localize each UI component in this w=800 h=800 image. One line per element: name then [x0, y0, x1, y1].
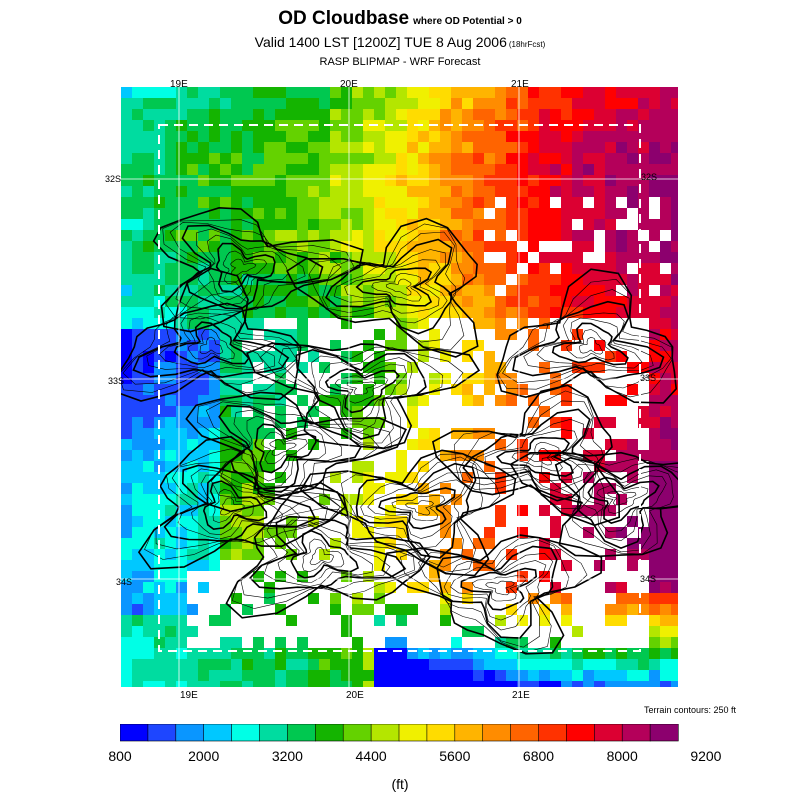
- color-swatch: [315, 724, 344, 742]
- color-swatch: [231, 724, 261, 742]
- lon-tick-top-20e: 20E: [340, 79, 358, 90]
- color-legend-label: 8000: [606, 748, 638, 764]
- color-swatch: [120, 724, 149, 742]
- domain-boundary: [158, 124, 641, 652]
- lon-tick-bottom-20e: 20E: [346, 690, 364, 701]
- chart-title: OD Cloudbase where OD Potential > 0: [0, 8, 800, 30]
- color-swatch: [454, 724, 484, 742]
- lat-lon-grid: [121, 87, 678, 687]
- units-label: (ft): [391, 776, 409, 792]
- color-legend-label: 9200: [690, 748, 722, 764]
- color-swatch: [259, 724, 289, 742]
- title-qualifier: where OD Potential > 0: [413, 16, 522, 27]
- color-legend-label: 3200: [271, 748, 303, 764]
- color-legend: [120, 724, 679, 742]
- color-swatch: [203, 724, 233, 742]
- lon-tick-top-21e: 21E: [511, 79, 529, 90]
- cloudbase-map: [121, 87, 678, 687]
- color-legend-label: 4400: [355, 748, 387, 764]
- color-swatch: [147, 724, 177, 742]
- lon-tick-bottom-19e: 19E: [180, 690, 198, 701]
- terrain-contour-note: Terrain contours: 250 ft: [643, 705, 736, 715]
- color-swatch: [593, 724, 623, 742]
- color-legend-label: 2000: [188, 748, 220, 764]
- lon-tick-bottom-21e: 21E: [512, 690, 530, 701]
- color-swatch: [287, 724, 316, 742]
- lat-tick-left-34s: 34S: [116, 577, 133, 587]
- lat-tick-right-33s: 33S: [640, 373, 657, 383]
- color-swatch: [621, 724, 651, 742]
- color-swatch: [370, 724, 400, 742]
- color-swatch: [426, 724, 456, 742]
- title-main: OD Cloudbase: [278, 8, 410, 29]
- lat-tick-left-32s: 32S: [105, 174, 122, 184]
- cloudbase-field: [121, 87, 678, 687]
- color-swatch: [482, 724, 512, 742]
- color-swatch: [649, 724, 679, 742]
- valid-time: Valid 1400 LST [1200Z] TUE 8 Aug 2006 (18…: [0, 34, 800, 50]
- lon-tick-top-19e: 19E: [170, 79, 188, 90]
- color-legend-label: 800: [108, 748, 132, 764]
- color-legend-label: 5600: [439, 748, 471, 764]
- lat-tick-right-34s: 34S: [640, 574, 657, 584]
- color-swatch: [566, 724, 595, 742]
- color-field: [121, 87, 678, 687]
- color-swatch: [510, 724, 540, 742]
- forecast-hour: (18hrFcst): [508, 40, 546, 49]
- color-legend-label: 6800: [522, 748, 555, 764]
- color-swatch: [175, 724, 205, 742]
- forecast-source: RASP BLIPMAP - WRF Forecast: [319, 56, 481, 68]
- lat-tick-left-33s: 33S: [108, 376, 125, 386]
- color-swatch: [538, 724, 568, 742]
- valid-time-text: Valid 1400 LST [1200Z] TUE 8 Aug 2006: [254, 34, 507, 50]
- color-swatch: [342, 724, 372, 742]
- lat-tick-right-32s: 32S: [641, 172, 658, 182]
- color-swatch: [398, 724, 428, 742]
